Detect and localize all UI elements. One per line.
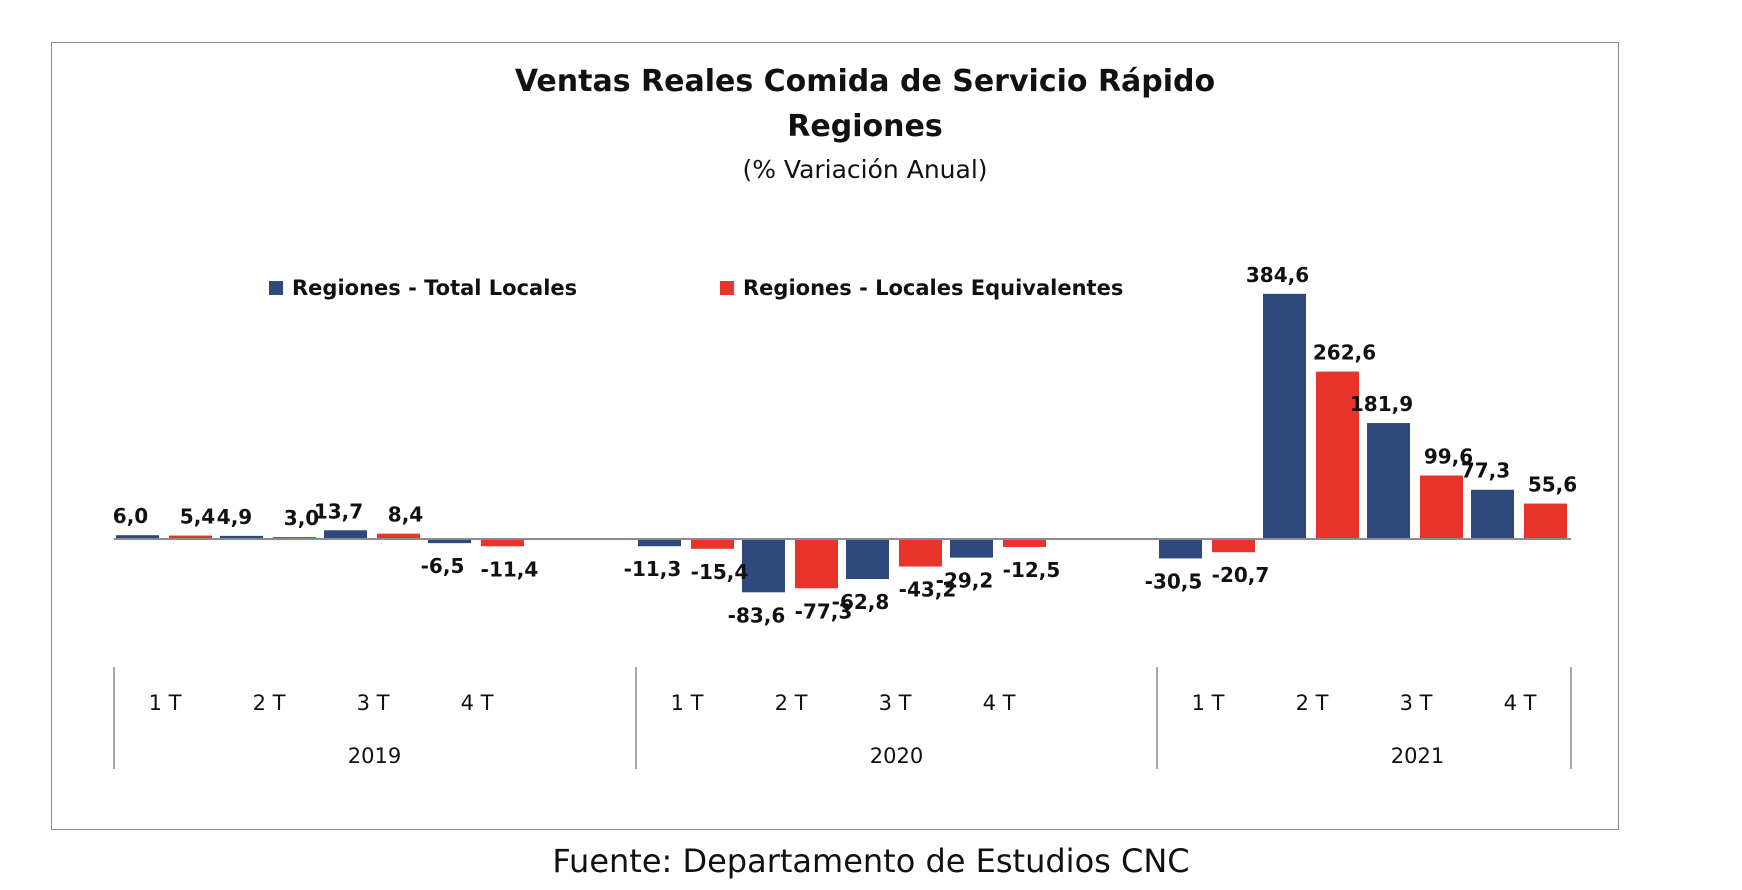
bar-total-2020-q3 <box>846 539 889 580</box>
quarter-tick-label-2019-q3: 3 T <box>357 691 390 715</box>
legend-label-total: Regiones - Total Locales <box>292 276 577 300</box>
quarter-tick-label-2019-q4: 4 T <box>461 691 494 715</box>
source-note: Fuente: Departamento de Estudios CNC <box>552 842 1190 880</box>
chart-frame: Ventas Reales Comida de Servicio Rápido … <box>51 42 1619 830</box>
bar-total-2021-q3 <box>1367 423 1410 539</box>
bar-equivalentes-2021-q1 <box>1212 539 1255 553</box>
quarter-tick-label-2020-q2: 2 T <box>775 691 808 715</box>
data-label-total-2021-q3: 181,9 <box>1350 392 1413 416</box>
data-labels-layer: 6,0 5,4 4,9 3,013,7 8,4 -6,5 -11,4 -11,3 -15,4 -8… <box>113 263 1577 627</box>
data-label-equivalentes-2019-q2: 3,0 <box>284 506 319 530</box>
data-label-total-2020-q1: -11,3 <box>624 557 682 581</box>
data-label-total-2021-q2: 384,6 <box>1246 263 1309 287</box>
bar-total-2019-q1 <box>116 535 159 539</box>
bar-equivalentes-2020-q2 <box>795 539 838 589</box>
bar-total-2019-q3 <box>324 530 367 539</box>
quarter-tick-label-2021-q4: 4 T <box>1504 691 1537 715</box>
bar-total-2021-q2 <box>1263 293 1306 539</box>
data-label-equivalentes-2020-q2: -77,3 <box>795 599 853 623</box>
bar-total-2021-q4 <box>1471 489 1514 539</box>
bar-equivalentes-2021-q4 <box>1524 503 1567 539</box>
bar-chart: Ventas Reales Comida de Servicio Rápido … <box>113 64 1577 769</box>
bar-total-2019-q2 <box>220 535 263 539</box>
bar-total-2020-q1 <box>638 539 681 547</box>
quarter-tick-label-2020-q1: 1 T <box>671 691 704 715</box>
bar-equivalentes-2021-q3 <box>1420 475 1463 539</box>
quarter-tick-label-2019-q2: 2 T <box>253 691 286 715</box>
category-axis: 1 T 2 T 3 T 4 T 2019 1 T 2 T 3 T 4 T 2020 1 T 2 T 3 … <box>113 667 1572 769</box>
data-label-total-2020-q4: -29,2 <box>936 569 994 593</box>
data-label-total-2021-q1: -30,5 <box>1145 569 1203 593</box>
bar-total-2019-q4 <box>428 539 471 544</box>
data-label-total-2019-q1: 6,0 <box>113 504 148 528</box>
quarter-tick-label-2021-q1: 1 T <box>1192 691 1225 715</box>
bar-equivalentes-2020-q4 <box>1003 539 1046 547</box>
data-label-equivalentes-2021-q2: 262,6 <box>1313 341 1376 365</box>
data-label-equivalentes-2020-q4: -12,5 <box>1003 558 1061 582</box>
legend-swatch-total <box>269 281 283 295</box>
data-label-total-2019-q4: -6,5 <box>421 554 465 578</box>
bar-equivalentes-2020-q3 <box>899 539 942 567</box>
data-label-equivalentes-2020-q1: -15,4 <box>691 560 749 584</box>
data-label-total-2020-q3: -62,8 <box>832 590 890 614</box>
bar-total-2020-q4 <box>950 539 993 558</box>
legend-swatch-equivalentes <box>720 281 734 295</box>
quarter-tick-label-2020-q3: 3 T <box>879 691 912 715</box>
data-label-equivalentes-2021-q4: 55,6 <box>1528 473 1577 497</box>
year-tick-label-2019: 2019 <box>348 744 401 768</box>
bar-total-2020-q2 <box>742 539 785 593</box>
chart-subtitle: (% Variación Anual) <box>742 155 987 184</box>
data-label-equivalentes-2019-q3: 8,4 <box>388 503 423 527</box>
bar-equivalentes-2019-q3 <box>377 533 420 539</box>
quarter-tick-label-2020-q4: 4 T <box>983 691 1016 715</box>
legend-label-equivalentes: Regiones - Locales Equivalentes <box>743 276 1123 300</box>
data-label-equivalentes-2021-q1: -20,7 <box>1212 563 1270 587</box>
bar-equivalentes-2019-q1 <box>169 535 212 539</box>
bar-total-2021-q1 <box>1159 539 1202 559</box>
year-tick-label-2021: 2021 <box>1391 744 1444 768</box>
quarter-tick-label-2021-q3: 3 T <box>1400 691 1433 715</box>
data-label-total-2020-q2: -83,6 <box>728 603 786 627</box>
quarter-tick-label-2019-q1: 1 T <box>149 691 182 715</box>
data-label-total-2019-q3: 13,7 <box>314 499 363 523</box>
year-tick-label-2020: 2020 <box>870 744 923 768</box>
bars-layer <box>116 293 1567 593</box>
data-label-equivalentes-2019-q1: 5,4 <box>180 505 215 529</box>
chart-title-line2: Regiones <box>787 109 942 144</box>
data-label-equivalentes-2021-q3: 99,6 <box>1424 445 1473 469</box>
legend: Regiones - Total Locales Regiones - Loca… <box>269 276 1123 300</box>
bar-equivalentes-2021-q2 <box>1316 371 1359 539</box>
bar-equivalentes-2020-q1 <box>691 539 734 549</box>
data-label-total-2021-q4: 77,3 <box>1461 459 1510 483</box>
bar-equivalentes-2019-q4 <box>481 539 524 547</box>
data-label-equivalentes-2019-q4: -11,4 <box>481 557 539 581</box>
data-label-equivalentes-2020-q3: -43,2 <box>899 578 957 602</box>
chart-title: Ventas Reales Comida de Servicio Rápido <box>515 64 1215 99</box>
data-label-total-2019-q2: 4,9 <box>217 505 252 529</box>
quarter-tick-label-2021-q2: 2 T <box>1296 691 1329 715</box>
